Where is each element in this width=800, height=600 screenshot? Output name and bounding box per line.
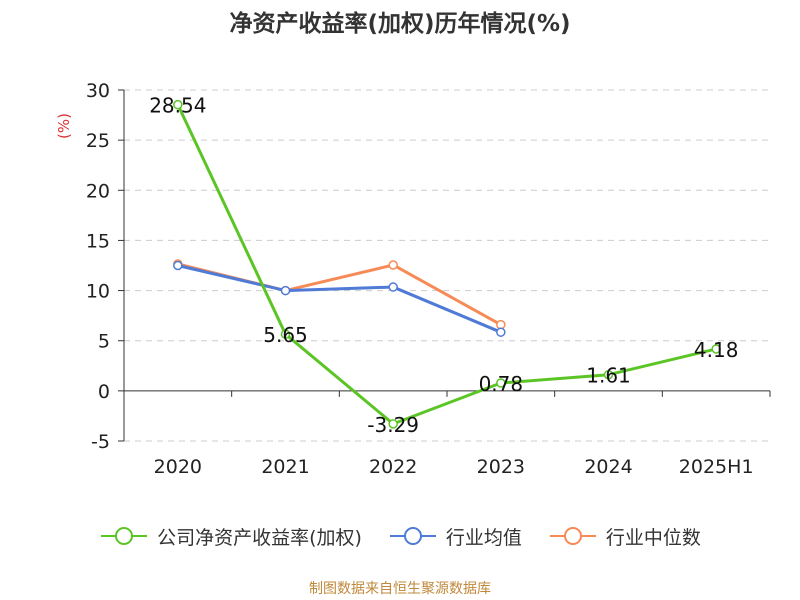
data-label: 28.54 bbox=[149, 94, 206, 118]
data-point bbox=[388, 260, 398, 270]
legend-swatch-marker bbox=[563, 527, 582, 545]
legend-swatch bbox=[389, 527, 436, 545]
data-label: 0.78 bbox=[479, 372, 524, 396]
y-tick-label: 30 bbox=[86, 80, 110, 102]
legend-swatch-marker bbox=[403, 527, 422, 545]
legend-item: 行业均值 bbox=[388, 523, 522, 550]
data-point bbox=[280, 285, 291, 296]
legend-swatch bbox=[549, 527, 596, 545]
y-tick-label: 10 bbox=[86, 281, 110, 303]
y-tick-label: 15 bbox=[86, 230, 110, 252]
data-label: 1.61 bbox=[586, 364, 631, 388]
x-tick-label: 2024 bbox=[584, 456, 632, 478]
y-tick-label: 20 bbox=[86, 180, 110, 202]
data-point bbox=[173, 260, 183, 271]
legend-swatch bbox=[101, 527, 148, 545]
x-tick-label: 2020 bbox=[154, 456, 202, 478]
data-point bbox=[496, 378, 506, 388]
data-label: 5.65 bbox=[263, 323, 308, 347]
data-label: -3.29 bbox=[367, 413, 419, 437]
y-tick-label: -5 bbox=[91, 431, 110, 453]
y-tick-label: 5 bbox=[98, 331, 110, 353]
data-point bbox=[173, 99, 183, 110]
x-tick-label: 2025H1 bbox=[679, 456, 754, 478]
legend-label: 行业中位数 bbox=[605, 526, 701, 549]
y-tick-label: 25 bbox=[86, 130, 110, 152]
legend: 公司净资产收益率(加权) 行业均值 行业中位数 bbox=[0, 520, 800, 552]
x-tick-label: 2022 bbox=[369, 456, 417, 478]
series-layer bbox=[173, 99, 721, 429]
x-tick-label: 2021 bbox=[261, 456, 309, 478]
data-label: 4.18 bbox=[694, 338, 739, 362]
legend-label: 行业均值 bbox=[445, 526, 522, 549]
data-point bbox=[496, 327, 506, 337]
x-tick-label: 2023 bbox=[477, 456, 525, 478]
y-axis-label: (%) bbox=[55, 113, 73, 139]
legend-swatch-marker bbox=[115, 527, 134, 545]
legend-item: 公司净资产收益率(加权) bbox=[99, 523, 362, 550]
y-tick-label: 0 bbox=[98, 381, 110, 403]
data-point bbox=[711, 344, 721, 354]
series-line bbox=[177, 262, 502, 326]
grid-layer bbox=[124, 89, 770, 442]
data-point bbox=[280, 329, 291, 339]
legend-item: 行业中位数 bbox=[548, 523, 701, 550]
series-line bbox=[176, 104, 717, 426]
data-label-layer: 28.54 5.65 -3.29 0.78 1.61 4.18 bbox=[149, 94, 738, 437]
series-line bbox=[177, 264, 502, 334]
data-point bbox=[388, 282, 398, 292]
chart-title: 净资产收益率(加权)历年情况(%) bbox=[229, 11, 571, 37]
axis-layer: -5 0 5 10 15 20 25 30 2020 2021 2022 2023 2024 2025H1… bbox=[55, 80, 771, 478]
data-point bbox=[388, 419, 398, 429]
legend-label: 公司净资产收益率(加权) bbox=[157, 526, 362, 549]
source-note: 制图数据来自恒生聚源数据库 bbox=[309, 581, 491, 597]
data-point bbox=[603, 369, 614, 380]
